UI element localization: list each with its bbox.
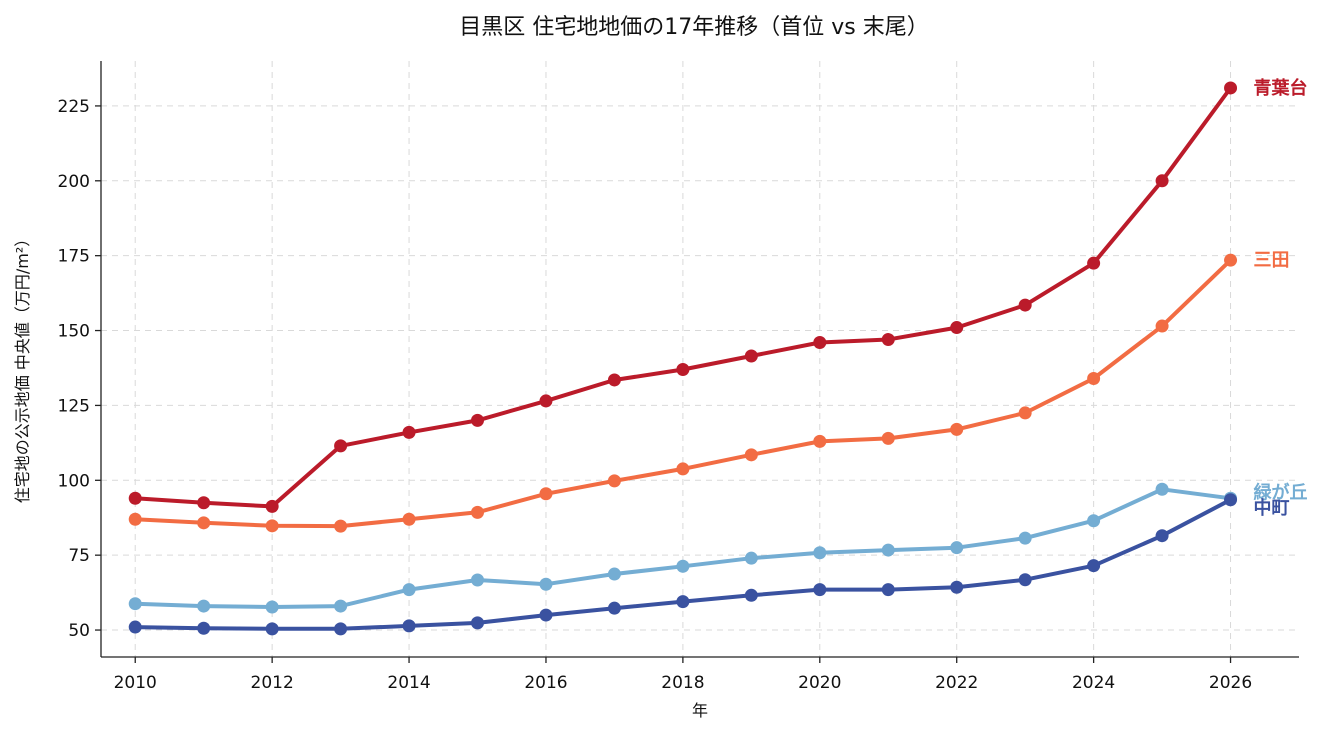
- data-point: [744, 349, 758, 363]
- data-point: [539, 394, 553, 408]
- data-point: [881, 333, 895, 347]
- series-end-label: 青葉台: [1254, 77, 1308, 99]
- data-point: [128, 491, 142, 505]
- data-point: [402, 425, 416, 439]
- x-axis-label: 年: [692, 701, 708, 720]
- x-tick-label: 2022: [935, 673, 978, 693]
- x-tick-label: 2020: [798, 673, 841, 693]
- data-point: [950, 541, 964, 555]
- data-point: [607, 373, 621, 387]
- data-point: [334, 622, 348, 636]
- data-point: [950, 580, 964, 594]
- data-point: [1224, 253, 1238, 267]
- series-end-label: 中町: [1254, 497, 1290, 519]
- data-point: [744, 551, 758, 565]
- y-tick-label: 200: [58, 172, 90, 192]
- data-point: [265, 499, 279, 513]
- data-point: [197, 621, 211, 635]
- data-point: [128, 620, 142, 634]
- data-point: [813, 583, 827, 597]
- data-point: [1018, 531, 1032, 545]
- data-point: [813, 546, 827, 560]
- data-point: [539, 487, 553, 501]
- y-tick-label: 150: [58, 322, 90, 342]
- series-end-label: 三田: [1254, 250, 1290, 271]
- data-point: [539, 608, 553, 622]
- data-point: [676, 362, 690, 376]
- grid: [101, 61, 1299, 657]
- data-point: [744, 448, 758, 462]
- data-point: [471, 573, 485, 587]
- data-point: [265, 600, 279, 614]
- data-point: [402, 583, 416, 597]
- series-青葉台: [128, 81, 1238, 513]
- y-tick-label: 50: [68, 621, 90, 641]
- data-point: [334, 519, 348, 533]
- data-point: [402, 512, 416, 526]
- y-tick-label: 225: [58, 97, 90, 117]
- data-point: [1018, 573, 1032, 587]
- x-tick-label: 2016: [524, 673, 567, 693]
- data-point: [334, 439, 348, 453]
- data-point: [1087, 559, 1101, 573]
- data-point: [1087, 256, 1101, 270]
- data-point: [607, 474, 621, 488]
- data-point: [471, 505, 485, 519]
- data-point: [197, 496, 211, 510]
- data-point: [471, 616, 485, 630]
- data-point: [539, 577, 553, 591]
- series-中町: [128, 493, 1238, 636]
- data-point: [607, 567, 621, 581]
- x-tick-label: 2018: [661, 673, 704, 693]
- data-point: [128, 512, 142, 526]
- data-point: [1155, 319, 1169, 333]
- data-point: [813, 434, 827, 448]
- data-point: [1155, 529, 1169, 543]
- x-tick-label: 2012: [251, 673, 294, 693]
- chart-title: 目黒区 住宅地地価の17年推移（首位 vs 末尾）: [459, 15, 928, 40]
- data-point: [607, 601, 621, 615]
- data-point: [881, 543, 895, 557]
- data-point: [265, 622, 279, 636]
- data-point: [197, 599, 211, 613]
- data-point: [881, 583, 895, 597]
- axes: 2010 2012 2014 2016 2018 2020 2022 2024 2026 50 75…: [58, 61, 1299, 693]
- data-point: [744, 588, 758, 602]
- series-end-label: 緑が丘: [1254, 481, 1308, 503]
- data-point: [881, 431, 895, 445]
- data-point: [402, 619, 416, 633]
- x-tick-label: 2024: [1072, 673, 1115, 693]
- data-point: [1087, 514, 1101, 528]
- x-tick-label: 2010: [114, 673, 157, 693]
- data-point: [471, 413, 485, 427]
- data-point: [1224, 493, 1238, 507]
- y-tick-label: 75: [68, 546, 90, 566]
- data-point: [1155, 482, 1169, 496]
- data-point: [676, 462, 690, 476]
- data-point: [950, 422, 964, 436]
- data-point: [1018, 298, 1032, 312]
- y-tick-label: 100: [58, 471, 90, 491]
- y-tick-label: 175: [58, 247, 90, 267]
- y-tick-label: 125: [58, 396, 90, 416]
- series-三田: [128, 253, 1238, 533]
- series-group: [128, 81, 1238, 636]
- data-point: [1224, 81, 1238, 95]
- data-point: [128, 597, 142, 611]
- data-point: [676, 559, 690, 573]
- data-point: [1087, 371, 1101, 385]
- y-axis-label: 住宅地の公示地価 中央値（万円/m²）: [13, 231, 32, 503]
- data-point: [950, 321, 964, 335]
- x-tick-label: 2026: [1209, 673, 1252, 693]
- data-point: [265, 519, 279, 533]
- data-point: [1155, 174, 1169, 188]
- data-point: [334, 599, 348, 613]
- data-point: [676, 595, 690, 609]
- data-point: [197, 516, 211, 530]
- data-point: [1018, 406, 1032, 420]
- x-tick-label: 2014: [387, 673, 430, 693]
- data-point: [813, 336, 827, 350]
